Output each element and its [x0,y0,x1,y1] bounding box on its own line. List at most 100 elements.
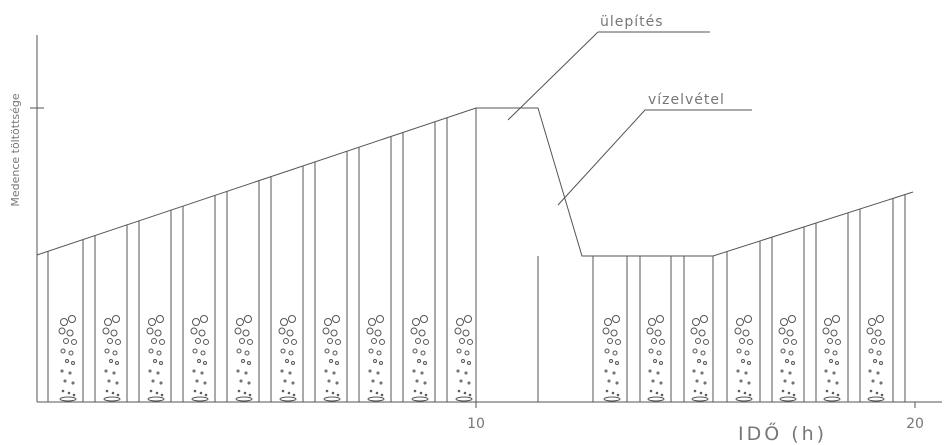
bubble [108,339,113,344]
bubble [701,351,705,355]
bubble [372,339,377,344]
bubble [792,340,797,345]
bubble [740,339,745,344]
bubble [457,349,461,353]
bubble [380,340,385,345]
bubble [323,328,329,334]
bubble [738,390,740,392]
bubble [693,319,700,326]
bubble [657,316,664,323]
bubble [657,372,659,374]
bubble [333,351,337,355]
bubble [380,382,382,384]
bubble [660,340,665,345]
bubble [374,360,377,363]
bubble [787,330,793,336]
x-axis-label: IDŐ (h) [738,421,827,445]
bubble [465,351,469,355]
bubble [789,372,791,374]
bubble [836,340,841,345]
bubble [413,319,420,326]
bubble [380,362,383,365]
bubble [784,339,789,344]
bubble [337,394,339,396]
bubble [784,380,786,382]
bubble [613,316,620,323]
bubble [73,394,75,396]
bubble [369,370,371,372]
bubble [649,319,656,326]
bubble [67,330,73,336]
bubble [103,328,109,334]
bubble [59,328,65,334]
bubble [106,390,108,392]
aerator [60,397,76,401]
bubble [157,351,161,355]
aerator [736,397,752,401]
bubble [108,380,110,382]
bubble [245,372,247,374]
bubble [823,328,829,334]
bubble [157,316,164,323]
bubble [292,382,294,384]
bubble [420,392,422,394]
bubble [372,380,374,382]
bubble [325,319,332,326]
bubble [613,372,615,374]
bubble [191,328,197,334]
bubble [369,349,373,353]
bubble [328,339,333,344]
bubble [691,328,697,334]
y-axis-label: Medence töltöttsége [9,93,22,207]
bubble [781,370,783,372]
bubble [154,360,157,363]
bubble [742,360,745,363]
bubble [330,360,333,363]
bubble [605,370,607,372]
bubble [830,360,833,363]
bubble [204,382,206,384]
bubble [289,372,291,374]
bubble [469,394,471,396]
bubble [867,328,873,334]
bubble [650,390,652,392]
bubble [237,349,241,353]
bubble [160,382,162,384]
bubble [612,392,614,394]
bubble [875,330,881,336]
bubble [836,382,838,384]
bubble [869,349,873,353]
bubble [243,330,249,336]
bubble [781,349,785,353]
bubble [336,382,338,384]
bubble [284,380,286,382]
bubble [828,339,833,344]
bubble [468,340,473,345]
bubble [826,390,828,392]
bubble [605,349,609,353]
bubble [745,316,752,323]
bubble [740,380,742,382]
bubble [64,339,69,344]
bubble [336,340,341,345]
bubble [72,362,75,365]
bubble [468,382,470,384]
bubble [292,362,295,365]
bubble [693,370,695,372]
bubble [704,362,707,365]
aerator [692,397,708,401]
bubble [235,328,241,334]
bubble [781,319,788,326]
bubble [793,394,795,396]
bubble [69,316,76,323]
bubble [205,394,207,396]
bubble [149,319,156,326]
annotation: ülepítés [600,14,664,30]
bubble [693,349,697,353]
bubble [332,392,334,394]
bubble [66,360,69,363]
bubble [652,380,654,382]
bubble [457,319,464,326]
bubble [660,362,663,365]
bubble [248,340,253,345]
